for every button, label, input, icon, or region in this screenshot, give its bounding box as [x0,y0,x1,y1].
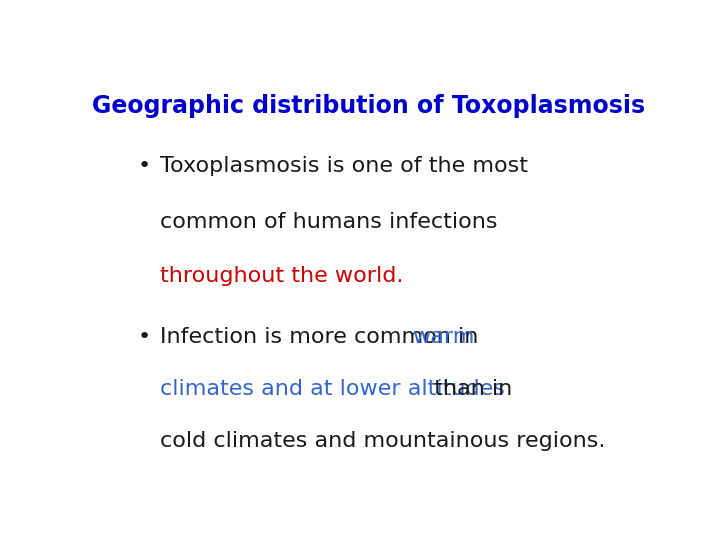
Text: Geographic distribution of Toxoplasmosis: Geographic distribution of Toxoplasmosis [92,94,646,118]
Text: warm: warm [412,327,474,347]
Text: than in: than in [427,379,512,399]
Text: Infection is more common in: Infection is more common in [160,327,485,347]
Text: •: • [138,327,150,347]
Text: climates and at lower altitudes: climates and at lower altitudes [160,379,505,399]
Text: •: • [138,156,150,176]
Text: throughout the world.: throughout the world. [160,266,403,286]
Text: common of humans infections: common of humans infections [160,212,498,232]
Text: Toxoplasmosis is one of the most: Toxoplasmosis is one of the most [160,156,528,176]
Text: cold climates and mountainous regions.: cold climates and mountainous regions. [160,431,605,451]
